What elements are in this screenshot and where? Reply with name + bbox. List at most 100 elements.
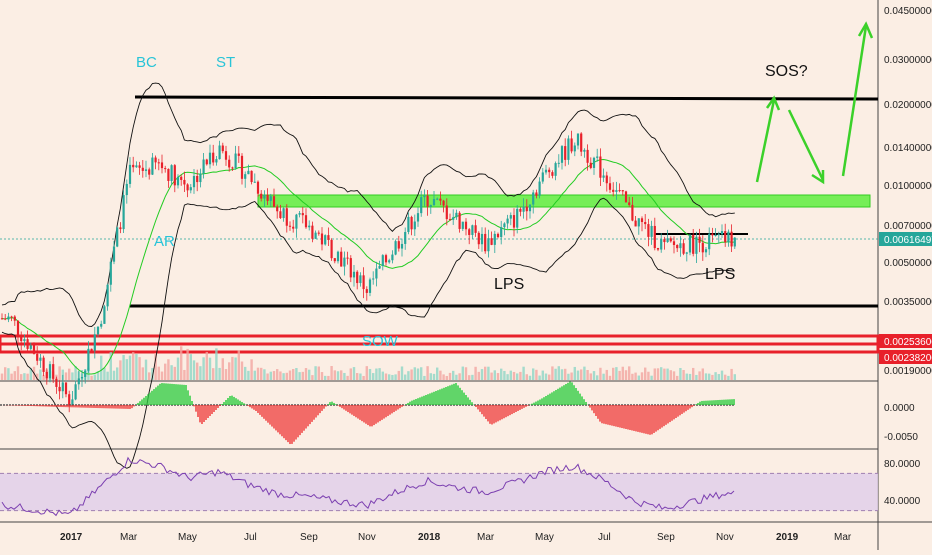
candle-body: [81, 377, 83, 378]
histogram-bar: [687, 405, 689, 410]
histogram-bar: [719, 400, 721, 405]
histogram-bar: [127, 405, 129, 409]
candle-body: [526, 207, 528, 212]
candle-body: [529, 205, 531, 212]
volume-bar: [318, 367, 320, 380]
candle-body: [337, 252, 339, 261]
candle-body: [580, 133, 582, 151]
histogram-bar: [381, 405, 383, 420]
histogram-bar: [497, 405, 499, 421]
histogram-bar: [355, 405, 357, 417]
histogram-bar: [47, 405, 49, 407]
histogram-bar: [49, 405, 51, 407]
volume-bar: [644, 368, 646, 380]
histogram-bar: [421, 397, 423, 405]
volume-bar: [199, 366, 201, 380]
volume-bar: [356, 373, 358, 380]
histogram-bar: [469, 400, 471, 405]
candle-body: [414, 222, 416, 230]
histogram-bar: [391, 405, 393, 413]
volume-bar: [260, 368, 262, 380]
volume-bar: [302, 372, 304, 380]
volume-bar: [430, 373, 432, 380]
histogram-bar: [577, 391, 579, 405]
volume-bar: [506, 374, 508, 380]
candle-body: [478, 233, 480, 244]
candle-body: [727, 232, 729, 243]
histogram-bar: [215, 405, 217, 410]
histogram-bar: [559, 388, 561, 405]
candle-body: [379, 266, 381, 269]
volume-bar: [375, 369, 377, 380]
histogram-bar: [487, 405, 489, 421]
histogram-bar: [317, 405, 319, 415]
histogram-bar: [471, 402, 473, 405]
histogram-bar: [241, 402, 243, 405]
candle-body: [500, 227, 502, 237]
histogram-bar: [243, 403, 245, 405]
histogram-bar: [395, 405, 397, 411]
histogram-bar: [647, 405, 649, 434]
volume-bar: [554, 369, 556, 380]
candle-body: [135, 165, 137, 167]
volume-bar: [135, 354, 137, 380]
candle-body: [491, 238, 493, 245]
candle-body: [385, 255, 387, 262]
candle-body: [612, 190, 614, 192]
resistance-line[interactable]: [135, 97, 878, 99]
histogram-bar: [101, 405, 103, 408]
volume-bar: [580, 369, 582, 380]
candle-body: [17, 321, 19, 336]
volume-bar: [292, 369, 294, 380]
histogram-bar: [711, 400, 713, 405]
candle-body: [395, 241, 397, 254]
histogram-bar: [177, 384, 179, 405]
histogram-bar: [467, 397, 469, 405]
volume-bar: [276, 369, 278, 380]
volume-bar: [638, 376, 640, 380]
histogram-bar: [479, 405, 481, 412]
time-axis-label: Jul: [244, 532, 257, 543]
volume-bar: [708, 374, 710, 380]
volume-bar: [673, 371, 675, 380]
volume-bar: [558, 366, 560, 380]
candle-body: [215, 159, 217, 162]
candle-body: [702, 243, 704, 253]
volume-bar: [714, 372, 716, 380]
histogram-bar: [89, 405, 91, 408]
candle-body: [711, 234, 713, 236]
histogram-bar: [357, 405, 359, 419]
volume-bar: [58, 366, 60, 380]
histogram-bar: [621, 405, 623, 428]
histogram-bar: [369, 405, 371, 426]
histogram-bar: [495, 405, 497, 422]
candle-body: [116, 227, 118, 246]
histogram-bar: [137, 403, 139, 405]
histogram-bar: [253, 405, 255, 410]
candle-body: [222, 146, 224, 152]
histogram-bar: [627, 405, 629, 429]
histogram-bar: [595, 405, 597, 416]
volume-bar: [340, 370, 342, 380]
histogram-bar: [39, 405, 41, 406]
candle-body: [484, 234, 486, 251]
histogram-bar: [533, 403, 535, 405]
candle-body: [103, 306, 105, 324]
volume-bar: [404, 375, 406, 380]
green-zone[interactable]: [258, 195, 870, 207]
histogram-bar: [61, 405, 63, 407]
volume-bar: [567, 374, 569, 380]
candle-body: [561, 146, 563, 163]
histogram-bar: [247, 405, 249, 406]
histogram-bar: [87, 405, 89, 408]
histogram-bar: [139, 401, 141, 405]
volume-bar: [618, 371, 620, 380]
candle-body: [545, 170, 547, 173]
candle-body: [235, 154, 237, 169]
oscillator-tick-label: 80.0000: [884, 459, 921, 470]
histogram-bar: [653, 405, 655, 433]
histogram-bar: [223, 402, 225, 405]
histogram-bar: [583, 399, 585, 405]
candle-body: [167, 169, 169, 181]
histogram-bar: [353, 405, 355, 416]
